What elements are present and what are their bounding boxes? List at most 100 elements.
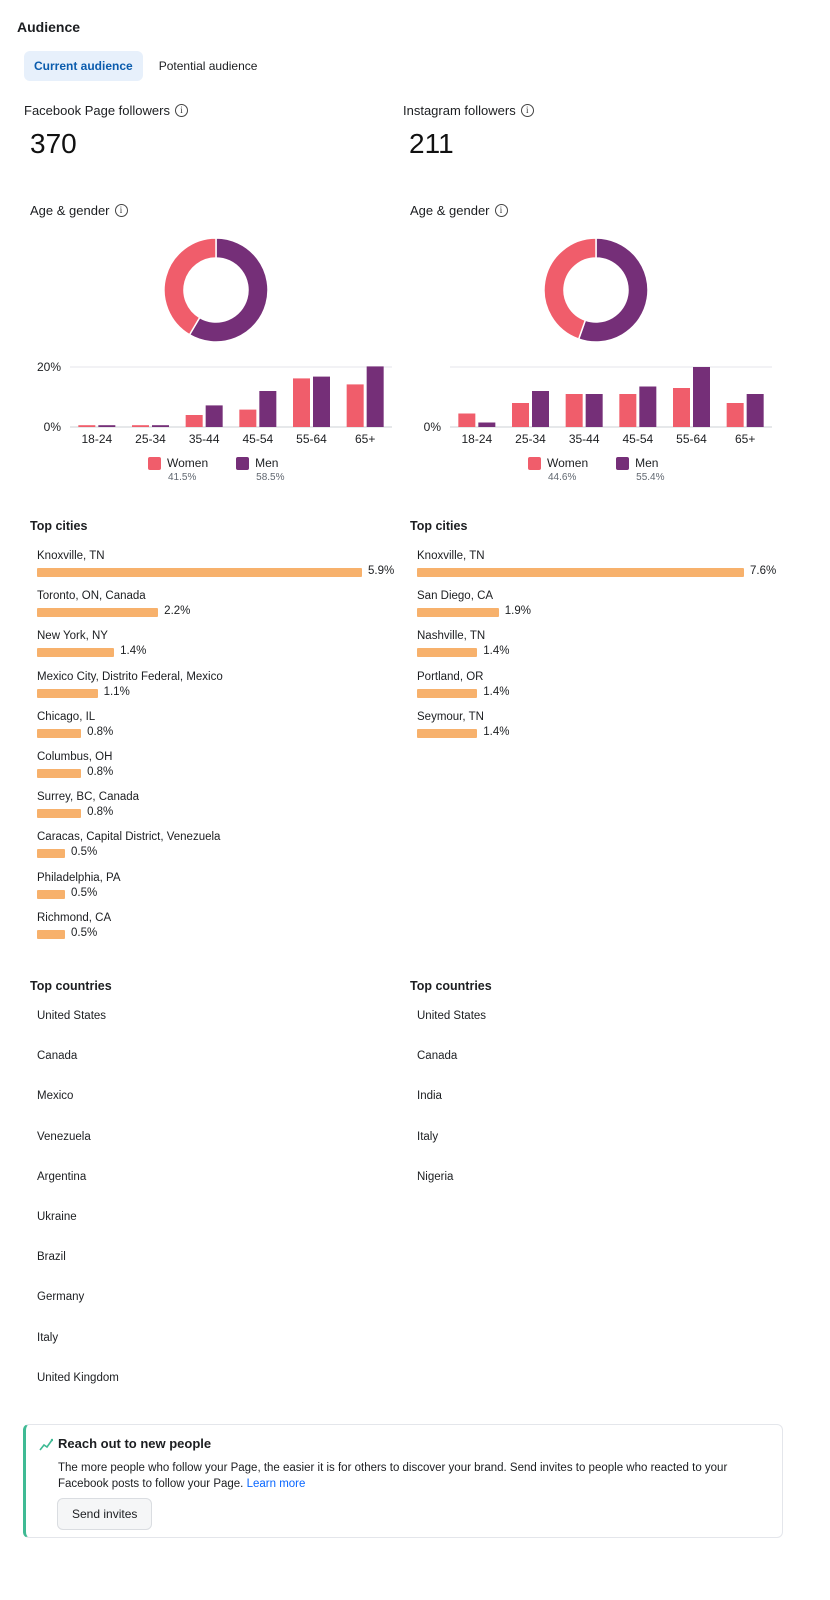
bar-women-35-44[interactable] bbox=[565, 394, 583, 427]
bar-women-25-34[interactable] bbox=[512, 403, 529, 427]
bar-men-35-44[interactable] bbox=[585, 394, 603, 427]
y-tick-label: 20% bbox=[37, 360, 61, 374]
city-bar bbox=[37, 929, 65, 939]
city-bar bbox=[37, 768, 82, 778]
facebook-age-bar-chart: 0% 20% 18-24 25-34 35-44 45-54 55-64 65+ bbox=[37, 360, 392, 446]
city-pct: 2.2% bbox=[164, 605, 191, 618]
banner-title: Reach out to new people bbox=[58, 1436, 212, 1451]
bar-women-55-64[interactable] bbox=[293, 378, 310, 427]
info-icon[interactable]: i bbox=[114, 204, 128, 217]
donut-slice-women[interactable] bbox=[163, 237, 217, 336]
bar-men-45-54[interactable] bbox=[639, 386, 657, 428]
country-item: India bbox=[417, 1090, 442, 1103]
city-row: Chicago, IL 0.8% bbox=[37, 711, 397, 751]
tab-potential-audience[interactable]: Potential audience bbox=[158, 59, 258, 73]
donut-slice-men[interactable] bbox=[188, 237, 269, 343]
bar-men-25-34[interactable] bbox=[152, 425, 169, 427]
bar-women-45-54[interactable] bbox=[239, 409, 257, 427]
facebook-age-gender-label: Age & gender i bbox=[30, 203, 128, 218]
x-tick-label: 65+ bbox=[735, 432, 755, 446]
bar-women-55-64[interactable] bbox=[673, 388, 690, 427]
country-item: United States bbox=[37, 1010, 107, 1022]
city-name: Richmond, CA bbox=[37, 911, 112, 924]
tab-current-audience[interactable]: Current audience bbox=[24, 51, 143, 81]
info-icon[interactable]: i bbox=[494, 204, 508, 217]
banner-body: The more people who follow your Page, th… bbox=[58, 1460, 778, 1492]
donut-slice-men[interactable] bbox=[577, 237, 649, 343]
country-item: United Kingdom bbox=[37, 1371, 119, 1384]
bar-men-55-64[interactable] bbox=[313, 376, 330, 427]
bar-men-45-54[interactable] bbox=[259, 391, 277, 427]
city-name: Philadelphia, PA bbox=[37, 871, 121, 884]
city-name: Mexico City, Distrito Federal, Mexico bbox=[37, 670, 223, 683]
facebook-top-cities-label: Top cities bbox=[30, 519, 88, 533]
city-row: Richmond, CA 0.5% bbox=[37, 912, 397, 952]
donut-slice-women[interactable] bbox=[543, 237, 597, 340]
legend-men-label: Men bbox=[635, 456, 659, 470]
city-pct: 0.5% bbox=[71, 926, 98, 939]
women-swatch bbox=[528, 456, 541, 470]
bar-women-18-24[interactable] bbox=[78, 425, 96, 427]
bar-men-18-24[interactable] bbox=[478, 422, 496, 428]
facebook-followers-count: 370 bbox=[30, 128, 77, 159]
info-icon[interactable]: i bbox=[174, 104, 188, 117]
country-item: Venezuela bbox=[37, 1130, 91, 1143]
facebook-gender-donut bbox=[163, 237, 269, 343]
bar-women-45-54[interactable] bbox=[619, 394, 637, 427]
bar-women-25-34[interactable] bbox=[132, 425, 149, 427]
x-tick-label: 18-24 bbox=[461, 432, 492, 446]
instagram-top-countries-label: Top countries bbox=[410, 979, 492, 993]
city-bar bbox=[37, 648, 115, 658]
bar-men-18-24[interactable] bbox=[98, 425, 116, 427]
instagram-gender-legend: Women 44.6% Men 55.4% bbox=[528, 456, 665, 483]
city-bar bbox=[37, 728, 82, 738]
facebook-city-list: Knoxville, TN 5.9% Toronto, ON, Canada 2.2%… bbox=[37, 550, 397, 952]
instagram-top-cities-label: Top cities bbox=[410, 519, 468, 533]
city-name: Knoxville, TN bbox=[37, 550, 105, 562]
city-name: Nashville, TN bbox=[417, 630, 486, 643]
x-tick-label: 25-34 bbox=[135, 432, 166, 446]
audience-tabs: Current audience Potential audience bbox=[24, 51, 267, 81]
x-tick-label: 18-24 bbox=[81, 432, 112, 446]
bar-men-25-34[interactable] bbox=[532, 391, 549, 427]
city-row: Knoxville, TN 5.9% bbox=[37, 550, 397, 590]
city-row: Mexico City, Distrito Federal, Mexico 1.1… bbox=[37, 671, 397, 711]
bar-women-18-24[interactable] bbox=[458, 413, 476, 428]
city-row: Surrey, BC, Canada 0.8% bbox=[37, 791, 397, 831]
city-bar bbox=[37, 809, 82, 819]
legend-item-women: Women 44.6% bbox=[528, 456, 588, 483]
country-item: Brazil bbox=[37, 1251, 66, 1264]
bar-men-35-44[interactable] bbox=[205, 405, 223, 427]
city-bar bbox=[417, 728, 478, 738]
city-name: Columbus, OH bbox=[37, 750, 113, 763]
bar-men-65+[interactable] bbox=[366, 366, 384, 427]
city-pct: 0.5% bbox=[71, 886, 98, 899]
men-swatch bbox=[616, 456, 630, 470]
send-invites-button[interactable]: Send invites bbox=[57, 1498, 153, 1530]
info-icon[interactable]: i bbox=[520, 104, 534, 117]
facebook-followers-title: Facebook Page followers bbox=[24, 103, 170, 118]
city-row: Knoxville, TN 7.6% bbox=[417, 550, 777, 590]
city-name: Caracas, Capital District, Venezuela bbox=[37, 831, 221, 844]
learn-more-link[interactable]: Learn more bbox=[246, 1478, 306, 1490]
women-swatch bbox=[148, 456, 161, 470]
x-tick-label: 55-64 bbox=[676, 432, 707, 446]
city-pct: 1.4% bbox=[483, 685, 510, 698]
legend-item-men: Men 55.4% bbox=[616, 456, 665, 483]
legend-women-pct: 44.6% bbox=[548, 472, 577, 483]
bar-women-65+[interactable] bbox=[726, 403, 744, 427]
instagram-age-bar-chart: 0% 18-24 25-34 35-44 45-54 55-64 65+ bbox=[424, 366, 772, 446]
bar-women-65+[interactable] bbox=[346, 384, 364, 427]
facebook-top-countries-label: Top countries bbox=[30, 979, 112, 993]
bar-women-35-44[interactable] bbox=[185, 415, 203, 427]
y-tick-label: 0% bbox=[424, 420, 442, 434]
banner-body-text: The more people who follow your Page, th… bbox=[58, 1462, 728, 1490]
bar-men-65+[interactable] bbox=[746, 394, 764, 427]
x-tick-label: 25-34 bbox=[515, 432, 546, 446]
bar-men-55-64[interactable] bbox=[693, 367, 710, 427]
city-pct: 1.4% bbox=[483, 725, 510, 738]
facebook-gender-legend: Women 41.5% Men 58.5% bbox=[148, 456, 285, 483]
city-name: Toronto, ON, Canada bbox=[37, 590, 146, 603]
country-item: United States bbox=[417, 1010, 487, 1022]
legend-women-label: Women bbox=[167, 456, 209, 470]
